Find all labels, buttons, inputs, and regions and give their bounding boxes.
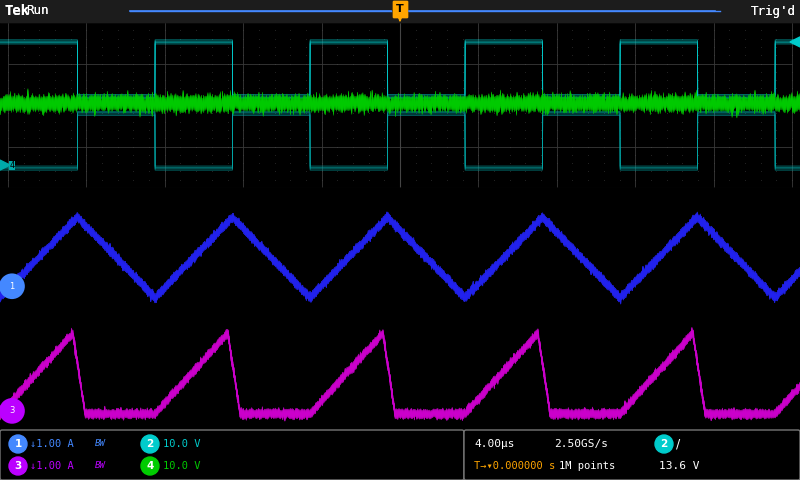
Text: /: / [676, 437, 680, 451]
Text: 1M points: 1M points [559, 461, 615, 471]
Text: ↓1.00 A: ↓1.00 A [30, 461, 74, 471]
Text: 10.0 V: 10.0 V [163, 439, 201, 449]
Text: 2.50GS/s: 2.50GS/s [554, 439, 608, 449]
Text: Trig'd: Trig'd [751, 4, 796, 17]
Text: T→▾0.000000 s: T→▾0.000000 s [474, 461, 555, 471]
Circle shape [9, 457, 27, 475]
Text: Run: Run [26, 4, 49, 17]
Polygon shape [0, 160, 10, 170]
Text: T: T [396, 4, 404, 14]
Text: 4.00μs: 4.00μs [474, 439, 514, 449]
Polygon shape [0, 406, 10, 416]
Text: 10.0 V: 10.0 V [163, 461, 201, 471]
Text: 3: 3 [10, 407, 14, 415]
Text: 1: 1 [14, 439, 22, 449]
Text: Run: Run [26, 4, 49, 17]
Text: BW: BW [95, 461, 106, 470]
Text: Tek: Tek [4, 4, 29, 18]
FancyBboxPatch shape [393, 1, 407, 17]
FancyBboxPatch shape [464, 430, 800, 480]
Text: 2: 2 [146, 439, 154, 449]
Polygon shape [790, 37, 800, 47]
Circle shape [141, 435, 159, 453]
Text: T: T [396, 4, 404, 14]
Text: 2: 2 [660, 439, 668, 449]
Text: ↓1.00 A: ↓1.00 A [30, 439, 74, 449]
Circle shape [141, 457, 159, 475]
Text: Tek: Tek [4, 4, 29, 18]
Text: 4: 4 [146, 461, 154, 471]
Text: BW: BW [95, 440, 106, 448]
Text: 1: 1 [10, 282, 14, 291]
FancyBboxPatch shape [0, 430, 464, 480]
Text: 3: 3 [14, 461, 22, 471]
Circle shape [9, 435, 27, 453]
Polygon shape [0, 281, 10, 291]
Circle shape [655, 435, 673, 453]
FancyBboxPatch shape [393, 1, 407, 17]
Text: 4: 4 [10, 161, 14, 169]
Text: 13.6 V: 13.6 V [659, 461, 699, 471]
Text: Trig'd: Trig'd [751, 4, 796, 17]
